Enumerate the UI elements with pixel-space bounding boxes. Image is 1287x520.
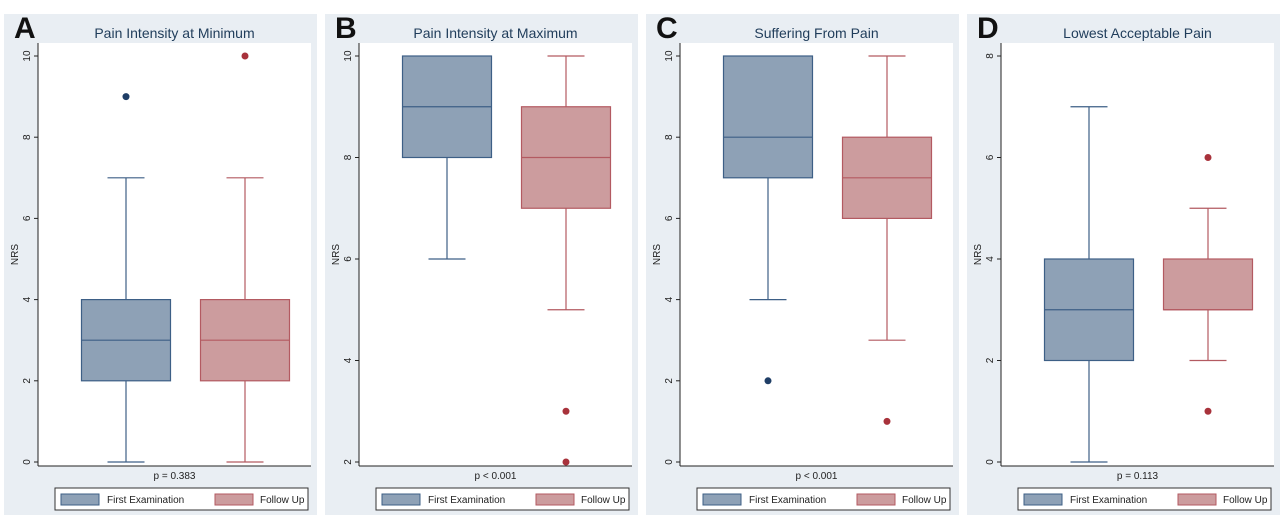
- legend-label-first: First Examination: [428, 495, 505, 506]
- legend-label-first: First Examination: [749, 495, 826, 506]
- panel-d: D Lowest Acceptable Pain 0 2 4 6 8 NRS p = 0.11…: [967, 12, 1280, 515]
- y-tick-label: 6: [664, 215, 675, 221]
- y-tick-label: 4: [985, 256, 996, 262]
- outlier-point: [1204, 407, 1212, 415]
- y-tick-label: 8: [22, 134, 33, 140]
- outlier-point: [122, 93, 130, 101]
- boxplot-chart: Pain Intensity at Maximum 2 4 6 8 10 NRS p < 0.…: [331, 25, 632, 511]
- y-tick-label: 6: [22, 215, 33, 221]
- y-tick-label: 0: [664, 459, 675, 465]
- y-tick-label: 0: [22, 459, 33, 465]
- y-tick-label: 2: [343, 459, 354, 465]
- chart-title: Lowest Acceptable Pain: [1063, 25, 1212, 41]
- outlier-point: [883, 417, 891, 425]
- plot-area: [680, 43, 953, 466]
- y-tick-label: 6: [343, 256, 354, 262]
- legend-swatch-first: [60, 493, 100, 506]
- outlier-point: [241, 52, 249, 60]
- y-tick-label: 6: [985, 154, 996, 160]
- y-axis-label: NRS: [331, 244, 342, 265]
- legend-label-follow: Follow Up: [581, 495, 626, 506]
- boxplot-chart: Suffering From Pain 0 2 4 6 8 10 NRS p < 0.001 Fi…: [652, 25, 953, 511]
- panel-letter: C: [656, 12, 678, 45]
- plot-area: [38, 43, 311, 466]
- y-tick-label: 10: [22, 50, 33, 62]
- legend-label-first: First Examination: [107, 495, 184, 506]
- y-axis-label: NRS: [973, 244, 984, 265]
- y-tick-label: 8: [985, 53, 996, 59]
- box-iqr: [1162, 258, 1254, 311]
- panel-letter: B: [335, 12, 357, 45]
- boxplot-chart: Lowest Acceptable Pain 0 2 4 6 8 NRS p = 0.113 F…: [973, 25, 1274, 511]
- outlier-point: [562, 458, 570, 466]
- legend-label-first: First Examination: [1070, 495, 1147, 506]
- legend-swatch-follow: [535, 493, 575, 506]
- legend-swatch-first: [1023, 493, 1063, 506]
- y-tick-label: 10: [343, 50, 354, 62]
- legend-label-follow: Follow Up: [902, 495, 947, 506]
- y-tick-label: 4: [22, 296, 33, 302]
- panel-letter: A: [14, 12, 36, 45]
- chart-title: Suffering From Pain: [754, 25, 878, 41]
- chart-title: Pain Intensity at Minimum: [94, 25, 254, 41]
- panel-letter: D: [977, 12, 999, 45]
- boxplot-chart: Pain Intensity at Minimum 0 2 4 6 8 10 NRS p = 0…: [10, 25, 311, 511]
- legend-label-follow: Follow Up: [260, 495, 305, 506]
- p-value-label: p < 0.001: [475, 471, 517, 482]
- p-value-label: p < 0.001: [796, 471, 838, 482]
- panel-a: A Pain Intensity at Minimum 0 2 4 6 8 10 NRS p =…: [4, 12, 317, 515]
- panel-b: B Pain Intensity at Maximum 2 4 6 8 10 NRS p < …: [325, 12, 638, 515]
- outlier-point: [1204, 154, 1212, 161]
- panel-c: C Suffering From Pain 0 2 4 6 8 10 NRS p < 0.001…: [646, 12, 959, 515]
- p-value-label: p = 0.383: [154, 471, 196, 482]
- outlier-point: [764, 377, 772, 385]
- y-tick-label: 0: [985, 459, 996, 465]
- y-axis-label: NRS: [652, 244, 663, 265]
- y-tick-label: 4: [664, 296, 675, 302]
- y-axis-label: NRS: [10, 244, 21, 265]
- legend-label-follow: Follow Up: [1223, 495, 1268, 506]
- y-tick-label: 10: [664, 50, 675, 62]
- legend-swatch-follow: [214, 493, 254, 506]
- outlier-point: [562, 407, 570, 415]
- legend-swatch-follow: [1177, 493, 1217, 506]
- legend-swatch-first: [381, 493, 421, 506]
- y-tick-label: 8: [343, 154, 354, 160]
- chart-title: Pain Intensity at Maximum: [413, 25, 577, 41]
- y-tick-label: 2: [664, 378, 675, 384]
- plot-area: [1001, 43, 1274, 466]
- p-value-label: p = 0.113: [1117, 471, 1159, 482]
- legend-swatch-first: [702, 493, 742, 506]
- y-tick-label: 8: [664, 134, 675, 140]
- box-iqr: [722, 55, 814, 179]
- y-tick-label: 2: [22, 378, 33, 384]
- y-tick-label: 4: [343, 357, 354, 363]
- y-tick-label: 2: [985, 357, 996, 363]
- legend-swatch-follow: [856, 493, 896, 506]
